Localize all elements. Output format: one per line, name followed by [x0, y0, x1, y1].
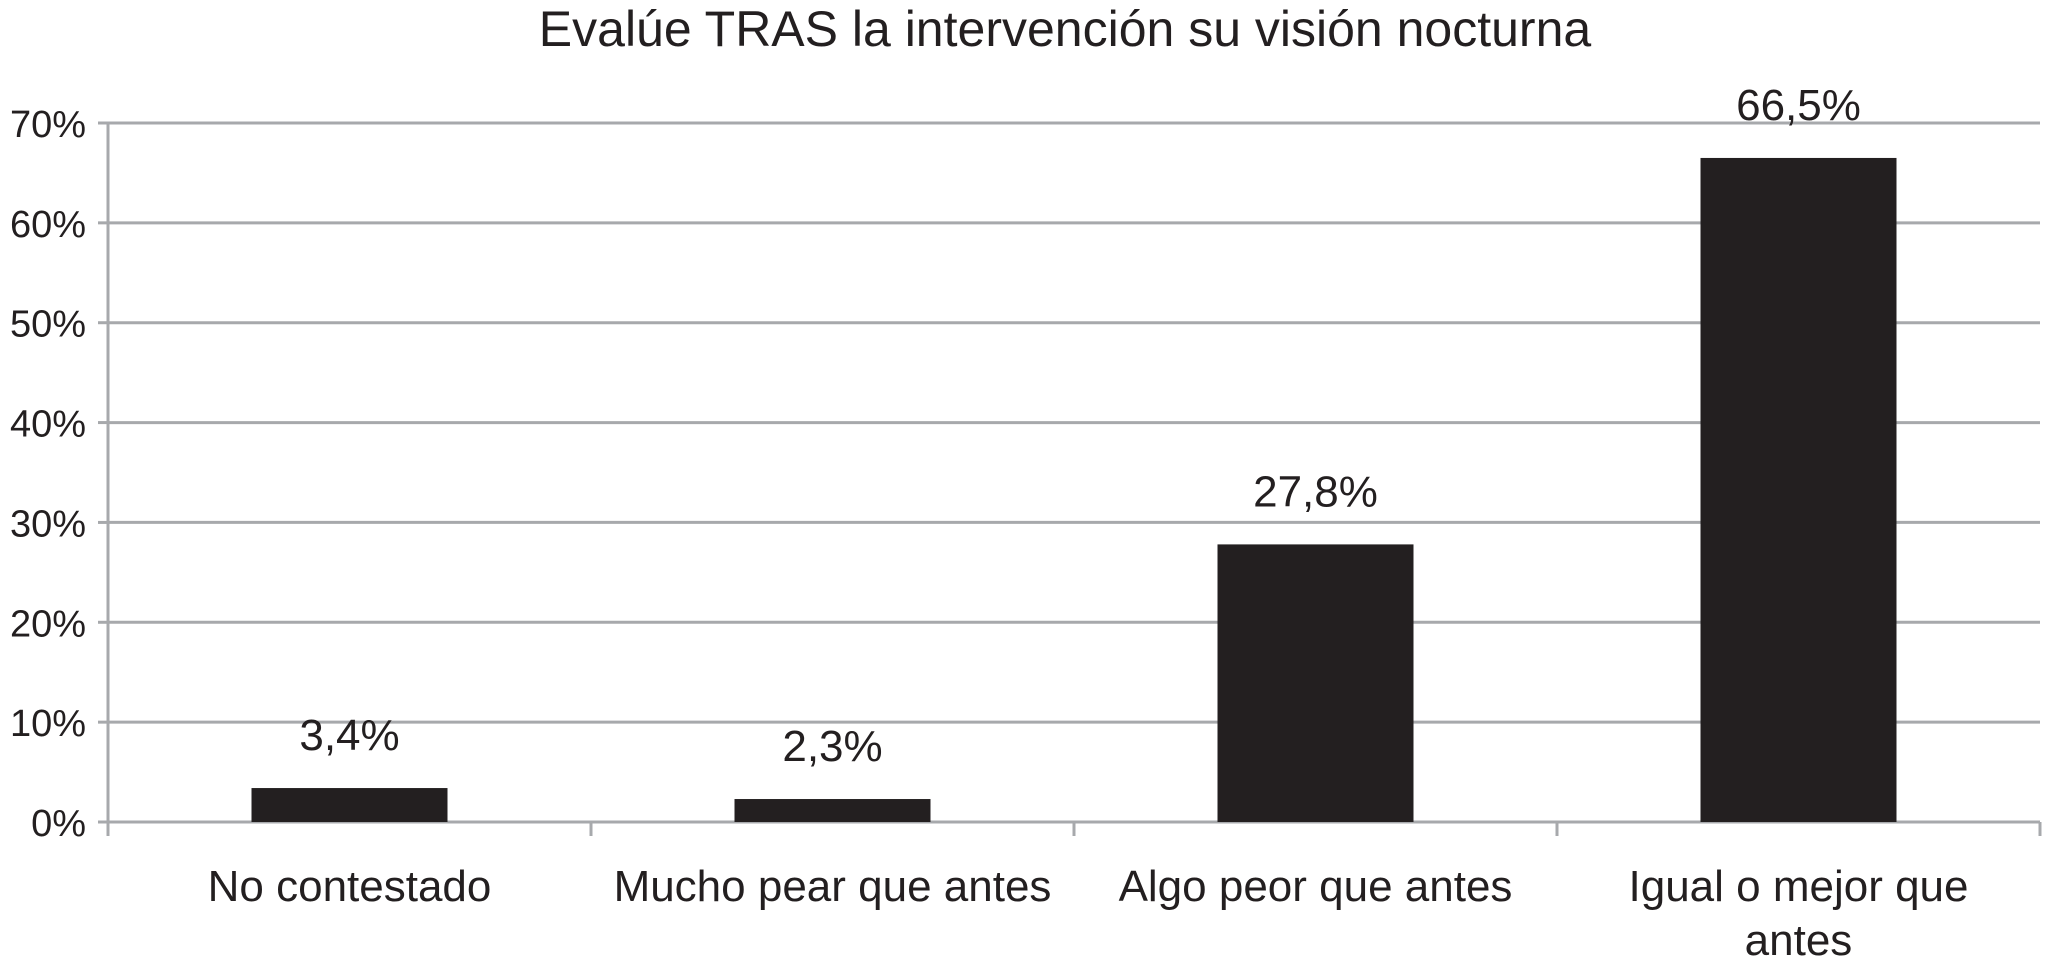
data-label: 27,8% [1253, 467, 1378, 516]
category-label: Igual o mejor que antes [1629, 862, 1969, 965]
category-label-line: Algo peor que antes [1119, 862, 1513, 911]
y-tick-label: 10% [10, 703, 86, 745]
bar [251, 788, 448, 822]
chart-title: Evalúe TRAS la intervención su visión no… [539, 1, 1592, 57]
y-tick-label: 60% [10, 204, 86, 246]
gridlines [108, 121, 2040, 724]
category-label-line: Mucho pear que antes [614, 862, 1052, 911]
data-labels: 3,4% 2,3% 27,8% 66,5% [299, 81, 1861, 771]
y-tick-label: 70% [10, 104, 86, 146]
data-label: 66,5% [1736, 81, 1861, 130]
category-label-line: No contestado [208, 862, 492, 911]
y-tick-label: 30% [10, 503, 86, 545]
y-axis-tick-labels: 0% 10% 20% 30% 40% 50% 60% 70% [10, 104, 86, 845]
y-tick-label: 20% [10, 603, 86, 645]
category-label: Algo peor que antes [1119, 862, 1513, 911]
y-tick-label: 50% [10, 304, 86, 346]
x-axis-category-labels: No contestado Mucho pear que antes Algo pe… [208, 862, 1969, 965]
y-tick-label: 0% [31, 803, 86, 845]
bar [734, 799, 931, 822]
category-label-line: antes [1745, 916, 1853, 965]
data-label: 2,3% [782, 722, 882, 771]
bar [1217, 544, 1414, 822]
data-label: 3,4% [299, 711, 399, 760]
category-label-line: Igual o mejor que [1629, 862, 1969, 911]
bars [251, 157, 1897, 822]
category-label: Mucho pear que antes [614, 862, 1052, 911]
bar [1700, 157, 1897, 822]
y-tick-label: 40% [10, 404, 86, 446]
category-label: No contestado [208, 862, 492, 911]
